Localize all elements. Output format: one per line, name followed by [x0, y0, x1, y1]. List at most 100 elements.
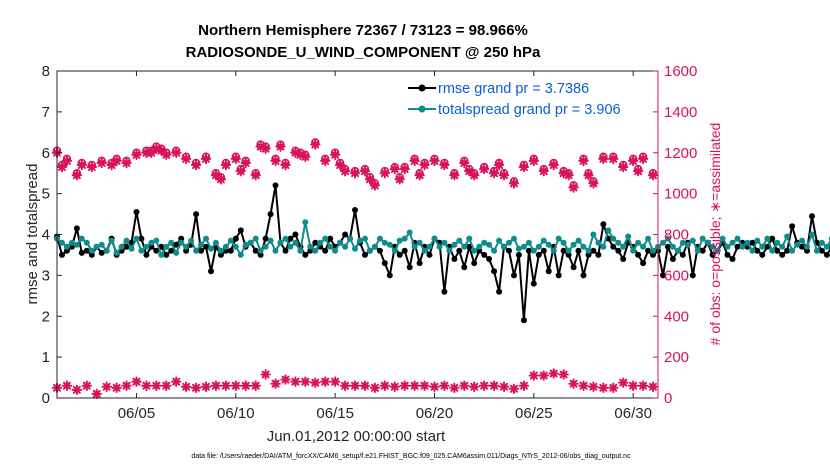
obs-bottom-point — [647, 381, 659, 392]
obs-assimilated-point — [608, 153, 619, 165]
totalspread-point — [575, 237, 582, 244]
totalspread-point — [694, 247, 701, 254]
obs-assimilated-point — [329, 149, 341, 160]
totalspread-point — [401, 235, 408, 242]
rmse-point — [784, 247, 791, 254]
totalspread-point — [441, 239, 448, 246]
x-tick-label: 06/25 — [515, 405, 553, 422]
obs-assimilated-point — [647, 170, 659, 181]
rmse-point — [471, 260, 478, 267]
obs-assimilated-point — [161, 149, 172, 160]
y-tick-label-right: 1600 — [664, 63, 697, 80]
obs-bottom-point — [439, 380, 450, 391]
rmse-point — [635, 251, 642, 258]
totalspread-point — [357, 237, 363, 244]
obs-bottom-point — [280, 374, 291, 385]
obs-assimilated-point — [220, 159, 232, 171]
obs-bottom-point — [220, 380, 232, 391]
rmse-point — [525, 247, 532, 254]
obs-bottom-point — [210, 380, 222, 391]
rmse-point — [486, 256, 493, 262]
obs-bottom-point — [81, 380, 93, 391]
obs-assimilated-point — [637, 153, 649, 165]
rmse-point — [620, 256, 627, 262]
footer-data-file: data file: /Users/raeder/DAI/ATM_forcXX/… — [191, 453, 631, 460]
rmse-point — [396, 251, 403, 258]
totalspread-point — [362, 235, 368, 242]
totalspread-point — [297, 247, 304, 254]
obs-assimilated-point — [469, 170, 480, 181]
totalspread-point — [227, 237, 234, 244]
rmse-point — [143, 251, 150, 258]
obs-assimilated-point — [464, 165, 475, 177]
totalspread-point — [262, 243, 269, 250]
rmse-point — [769, 235, 776, 242]
rmse-point — [381, 260, 388, 267]
obs-assimilated-point — [618, 161, 629, 173]
obs-bottom-point — [141, 380, 152, 391]
obs-assimilated-point — [280, 159, 291, 171]
rmse-point — [650, 251, 656, 258]
obs-assimilated-point — [419, 159, 430, 171]
totalspread-point — [724, 243, 731, 250]
obs-bottom-point — [91, 388, 102, 400]
rmse-point — [401, 247, 408, 254]
rmse-point — [441, 288, 448, 295]
rmse-point — [645, 247, 652, 254]
rmse-point — [376, 247, 383, 254]
obs-assimilated-point — [399, 163, 410, 175]
obs-bottom-point — [588, 381, 599, 392]
rmse-point — [198, 247, 204, 254]
rmse-point — [669, 256, 676, 262]
totalspread-point — [381, 239, 388, 246]
rmse-point — [203, 243, 209, 250]
totalspread-point — [347, 235, 353, 242]
totalspread-point — [660, 239, 666, 246]
rmse-point — [679, 251, 686, 258]
rmse-point — [83, 247, 90, 254]
rmse-point — [734, 243, 741, 250]
rmse-point — [342, 231, 349, 238]
obs-assimilated-point — [320, 155, 331, 167]
obs-assimilated-point — [478, 163, 490, 175]
totalspread-point — [689, 237, 696, 244]
totalspread-point — [501, 243, 507, 250]
totalspread-point — [481, 239, 488, 246]
totalspread-point — [371, 243, 378, 250]
series-layer — [51, 138, 830, 400]
totalspread-point — [446, 247, 453, 254]
obs-assimilated-point — [250, 170, 261, 181]
totalspread-point — [714, 247, 721, 254]
rmse-point — [818, 247, 825, 254]
totalspread-point — [78, 235, 85, 242]
totalspread-point — [366, 247, 373, 254]
totalspread-point — [222, 243, 229, 250]
obs-bottom-point — [320, 376, 331, 387]
obs-assimilated-point — [528, 155, 540, 167]
totalspread-point — [585, 247, 592, 254]
obs-bottom-point — [618, 377, 629, 388]
obs-assimilated-point — [190, 159, 202, 171]
totalspread-point — [59, 239, 65, 246]
totalspread-point — [550, 247, 557, 254]
rmse-point — [689, 272, 696, 279]
totalspread-point — [664, 235, 671, 242]
totalspread-point — [93, 243, 100, 250]
rmse-point — [386, 272, 393, 279]
rmse-point — [515, 251, 522, 258]
totalspread-point — [312, 247, 319, 254]
y-tick-label-left: 7 — [42, 104, 50, 121]
obs-assimilated-point — [578, 155, 589, 167]
totalspread-point — [461, 243, 468, 250]
totalspread-point — [496, 237, 503, 244]
rmse-point — [282, 247, 289, 254]
totalspread-point — [163, 243, 170, 250]
rmse-point — [252, 247, 259, 254]
rmse-point — [193, 211, 200, 218]
totalspread-point — [168, 239, 175, 246]
rmse-point — [461, 264, 468, 271]
rmse-point — [520, 317, 527, 324]
totalspread-point — [342, 243, 349, 250]
y-axis-label-right: # of obs: o=possible; ∗=assimilated — [707, 123, 723, 346]
totalspread-point — [570, 241, 577, 248]
